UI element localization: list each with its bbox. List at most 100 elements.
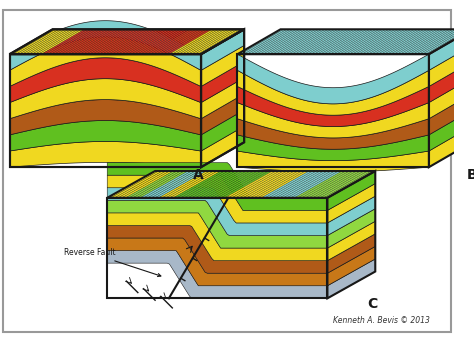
Polygon shape [317, 171, 368, 198]
Polygon shape [368, 29, 415, 54]
Polygon shape [292, 29, 338, 54]
Polygon shape [175, 29, 222, 54]
Polygon shape [356, 29, 402, 54]
Polygon shape [195, 171, 247, 198]
Polygon shape [57, 29, 104, 54]
Polygon shape [397, 29, 443, 54]
Polygon shape [237, 135, 429, 161]
Polygon shape [391, 29, 437, 54]
Polygon shape [90, 29, 136, 54]
Polygon shape [155, 171, 207, 198]
Polygon shape [118, 29, 164, 54]
Polygon shape [37, 29, 107, 54]
Polygon shape [26, 29, 72, 54]
Polygon shape [328, 171, 375, 210]
Polygon shape [201, 45, 244, 87]
Polygon shape [426, 29, 472, 54]
Polygon shape [126, 171, 177, 198]
Polygon shape [352, 29, 399, 54]
Polygon shape [70, 29, 117, 54]
Polygon shape [99, 29, 145, 54]
Polygon shape [372, 29, 418, 54]
Polygon shape [9, 79, 201, 119]
Polygon shape [260, 29, 306, 54]
Polygon shape [166, 171, 218, 198]
Polygon shape [48, 29, 94, 54]
Polygon shape [309, 171, 361, 198]
Polygon shape [22, 29, 69, 54]
Polygon shape [173, 29, 244, 54]
Polygon shape [191, 29, 238, 54]
Polygon shape [333, 29, 379, 54]
Polygon shape [210, 171, 262, 198]
Polygon shape [109, 29, 155, 54]
Polygon shape [221, 171, 273, 198]
Polygon shape [276, 29, 322, 54]
Polygon shape [302, 171, 353, 198]
Polygon shape [419, 29, 465, 54]
Polygon shape [256, 29, 303, 54]
Polygon shape [206, 171, 258, 198]
Polygon shape [163, 29, 209, 54]
Polygon shape [339, 29, 386, 54]
Polygon shape [9, 21, 201, 70]
Polygon shape [317, 29, 364, 54]
Polygon shape [295, 29, 341, 54]
Polygon shape [107, 213, 328, 261]
Polygon shape [153, 29, 200, 54]
Polygon shape [147, 171, 199, 198]
Polygon shape [111, 171, 163, 198]
Polygon shape [217, 171, 269, 198]
Polygon shape [162, 171, 214, 198]
Polygon shape [9, 37, 201, 87]
Polygon shape [246, 171, 298, 198]
Polygon shape [173, 29, 219, 54]
Polygon shape [188, 29, 235, 54]
Polygon shape [237, 87, 429, 127]
Polygon shape [273, 171, 324, 198]
Polygon shape [32, 29, 78, 54]
Polygon shape [121, 29, 167, 54]
Polygon shape [384, 29, 430, 54]
Polygon shape [107, 200, 328, 248]
Polygon shape [146, 29, 217, 54]
Polygon shape [244, 29, 290, 54]
Polygon shape [105, 29, 152, 54]
Polygon shape [328, 209, 375, 248]
Polygon shape [237, 151, 429, 172]
Polygon shape [166, 29, 212, 54]
Polygon shape [254, 171, 306, 198]
Polygon shape [283, 171, 335, 198]
Polygon shape [330, 29, 376, 54]
Polygon shape [51, 29, 97, 54]
Polygon shape [254, 29, 300, 54]
Polygon shape [301, 29, 347, 54]
Polygon shape [263, 29, 309, 54]
Text: C: C [368, 297, 378, 311]
Polygon shape [107, 163, 328, 210]
Polygon shape [429, 62, 472, 103]
Polygon shape [122, 171, 173, 198]
Polygon shape [201, 126, 244, 167]
Polygon shape [137, 171, 188, 198]
Polygon shape [239, 171, 291, 198]
Polygon shape [107, 175, 328, 223]
Polygon shape [387, 29, 434, 54]
Polygon shape [181, 171, 232, 198]
Polygon shape [45, 29, 91, 54]
Polygon shape [343, 29, 389, 54]
Polygon shape [107, 225, 328, 273]
Polygon shape [237, 29, 284, 54]
Polygon shape [429, 94, 472, 135]
Polygon shape [429, 45, 472, 87]
Polygon shape [400, 29, 447, 54]
Polygon shape [147, 29, 193, 54]
Polygon shape [140, 171, 192, 198]
Polygon shape [169, 29, 215, 54]
Polygon shape [191, 171, 243, 198]
Polygon shape [258, 171, 309, 198]
Text: Kenneth A. Bevis © 2013: Kenneth A. Bevis © 2013 [333, 316, 430, 325]
Polygon shape [61, 29, 107, 54]
Polygon shape [328, 196, 375, 236]
Polygon shape [225, 171, 276, 198]
